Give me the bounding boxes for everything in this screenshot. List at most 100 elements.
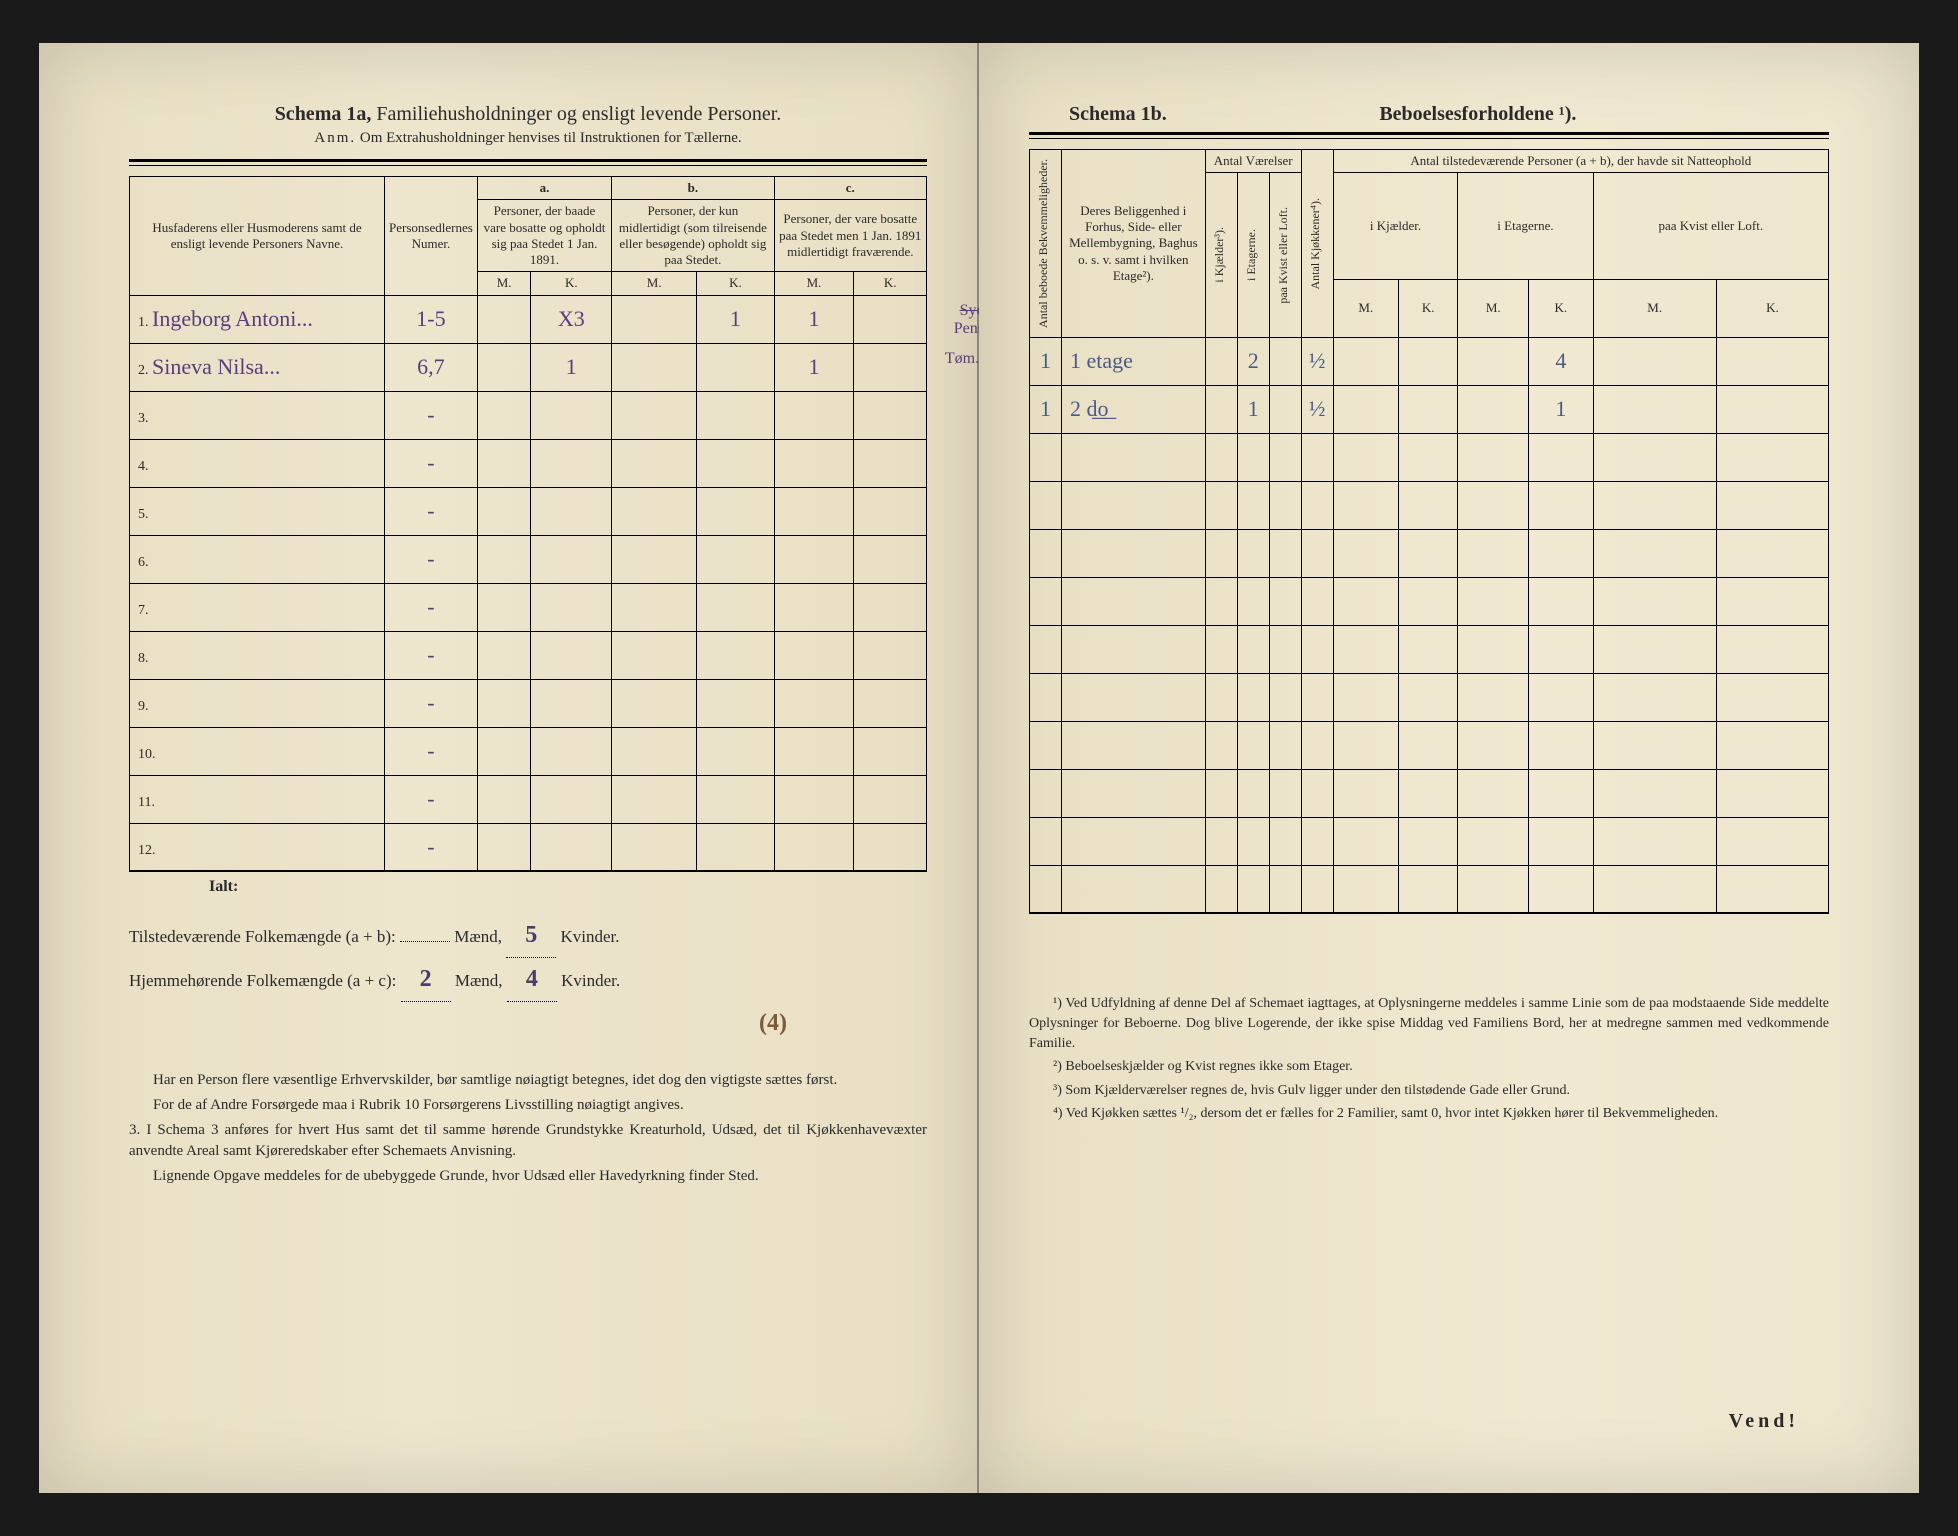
- hdr-a-m: M.: [477, 272, 531, 295]
- row-c-m: [774, 439, 854, 487]
- row-pem: [1458, 481, 1529, 529]
- row-a-m: [477, 583, 531, 631]
- table-row: [1030, 673, 1829, 721]
- row-pem: [1458, 673, 1529, 721]
- tilstede-label: Tilstedeværende Folkemængde (a + b):: [129, 927, 396, 946]
- left-page: Schema 1a, Familiehusholdninger og ensli…: [39, 43, 979, 1493]
- row-b-m: [612, 535, 697, 583]
- ialt-label: Ialt:: [129, 878, 927, 896]
- table-row: 10. -: [130, 727, 927, 775]
- row-pem: [1458, 385, 1529, 433]
- row-c-k: [854, 679, 927, 727]
- table-row: [1030, 865, 1829, 913]
- row-a-m: [477, 679, 531, 727]
- row-ve: [1237, 625, 1269, 673]
- anm-text: Om Extrahusholdninger henvises til Instr…: [360, 130, 742, 146]
- row-belig: [1061, 481, 1205, 529]
- row-pkvm: [1593, 769, 1716, 817]
- totals-block: Tilstedeværende Folkemængde (a + b): Mæn…: [129, 914, 927, 1046]
- hdr-kjok: Antal Kjøkkener⁴).: [1306, 192, 1325, 296]
- row-bekv: [1030, 673, 1062, 721]
- fn-l-3: Lignende Opgave meddeles for de ubebygge…: [129, 1166, 927, 1187]
- row-a-m: [477, 727, 531, 775]
- hdr-pkv-m: M.: [1593, 280, 1716, 338]
- row-pem: [1458, 625, 1529, 673]
- row-pem: [1458, 865, 1529, 913]
- row-num: -: [385, 775, 478, 823]
- row-pkm: [1333, 865, 1398, 913]
- row-a-m: [477, 775, 531, 823]
- row-pkvm: [1593, 433, 1716, 481]
- row-vk: [1205, 577, 1237, 625]
- row-c-m: 1: [774, 343, 854, 391]
- fn-r-1: ²) Beboelseskjælder og Kvist regnes ikke…: [1029, 1057, 1829, 1077]
- row-a-m: [477, 439, 531, 487]
- row-pkvm: [1593, 721, 1716, 769]
- row-b-k: [697, 439, 774, 487]
- row-bekv: [1030, 769, 1062, 817]
- left-title: Schema 1a, Familiehusholdninger og ensli…: [129, 103, 927, 126]
- row-c-k: [854, 583, 927, 631]
- row-bekv: 1: [1030, 385, 1062, 433]
- row-b-k: [697, 343, 774, 391]
- row-vk: [1205, 817, 1237, 865]
- row-c-m: [774, 727, 854, 775]
- row-b-m: [612, 727, 697, 775]
- annotation-4: (4): [759, 1010, 787, 1036]
- row-belig: 2 d͟o͟: [1061, 385, 1205, 433]
- rule-thin: [129, 165, 927, 166]
- row-bekv: [1030, 481, 1062, 529]
- row-pkm: [1333, 721, 1398, 769]
- row-vk: [1205, 433, 1237, 481]
- row-vkv: [1269, 337, 1301, 385]
- row-pkm: [1333, 481, 1398, 529]
- row-c-k: [854, 391, 927, 439]
- row-num: -: [385, 823, 478, 871]
- hjemme-label: Hjemmehørende Folkemængde (a + c):: [129, 971, 396, 990]
- right-footnotes: ¹) Ved Udfyldning af denne Del af Schema…: [1029, 994, 1829, 1124]
- row-pkvm: [1593, 865, 1716, 913]
- row-kjok: [1301, 625, 1333, 673]
- row-b-k: [697, 679, 774, 727]
- row-name: 11.: [130, 775, 385, 823]
- row-kjok: [1301, 433, 1333, 481]
- row-belig: [1061, 529, 1205, 577]
- row-ve: [1237, 865, 1269, 913]
- hdr-c-m: M.: [774, 272, 854, 295]
- hdr-c: c.: [774, 177, 926, 200]
- row-kjok: [1301, 529, 1333, 577]
- row-a-k: 1: [531, 343, 612, 391]
- row-name: 12.: [130, 823, 385, 871]
- row-vkv: [1269, 625, 1301, 673]
- row-num: -: [385, 439, 478, 487]
- table-row: [1030, 769, 1829, 817]
- table-row: [1030, 529, 1829, 577]
- row-name: 5.: [130, 487, 385, 535]
- row-ve: [1237, 433, 1269, 481]
- row-pkvm: [1593, 817, 1716, 865]
- row-pkvk: [1716, 481, 1828, 529]
- row-pkk: [1398, 529, 1457, 577]
- row-pkvk: [1716, 721, 1828, 769]
- row-pkm: [1333, 385, 1398, 433]
- row-pek: [1529, 865, 1593, 913]
- row-kjok: [1301, 577, 1333, 625]
- row-vk: [1205, 721, 1237, 769]
- row-c-m: [774, 391, 854, 439]
- row-vkv: [1269, 769, 1301, 817]
- tilstede-k: 5: [506, 914, 556, 958]
- table-row: [1030, 433, 1829, 481]
- row-b-m: [612, 295, 697, 343]
- hdr-b-m: M.: [612, 272, 697, 295]
- row-pem: [1458, 529, 1529, 577]
- row-ve: 2: [1237, 337, 1269, 385]
- row-b-k: [697, 487, 774, 535]
- row-num: 6,7: [385, 343, 478, 391]
- table-row: [1030, 481, 1829, 529]
- table-row: 12. -: [130, 823, 927, 871]
- row-pkk: [1398, 433, 1457, 481]
- right-page: Schema 1b. Beboelsesforholdene ¹). Antal…: [979, 43, 1919, 1493]
- row-vkv: [1269, 865, 1301, 913]
- row-kjok: ½: [1301, 337, 1333, 385]
- row-name: 9.: [130, 679, 385, 727]
